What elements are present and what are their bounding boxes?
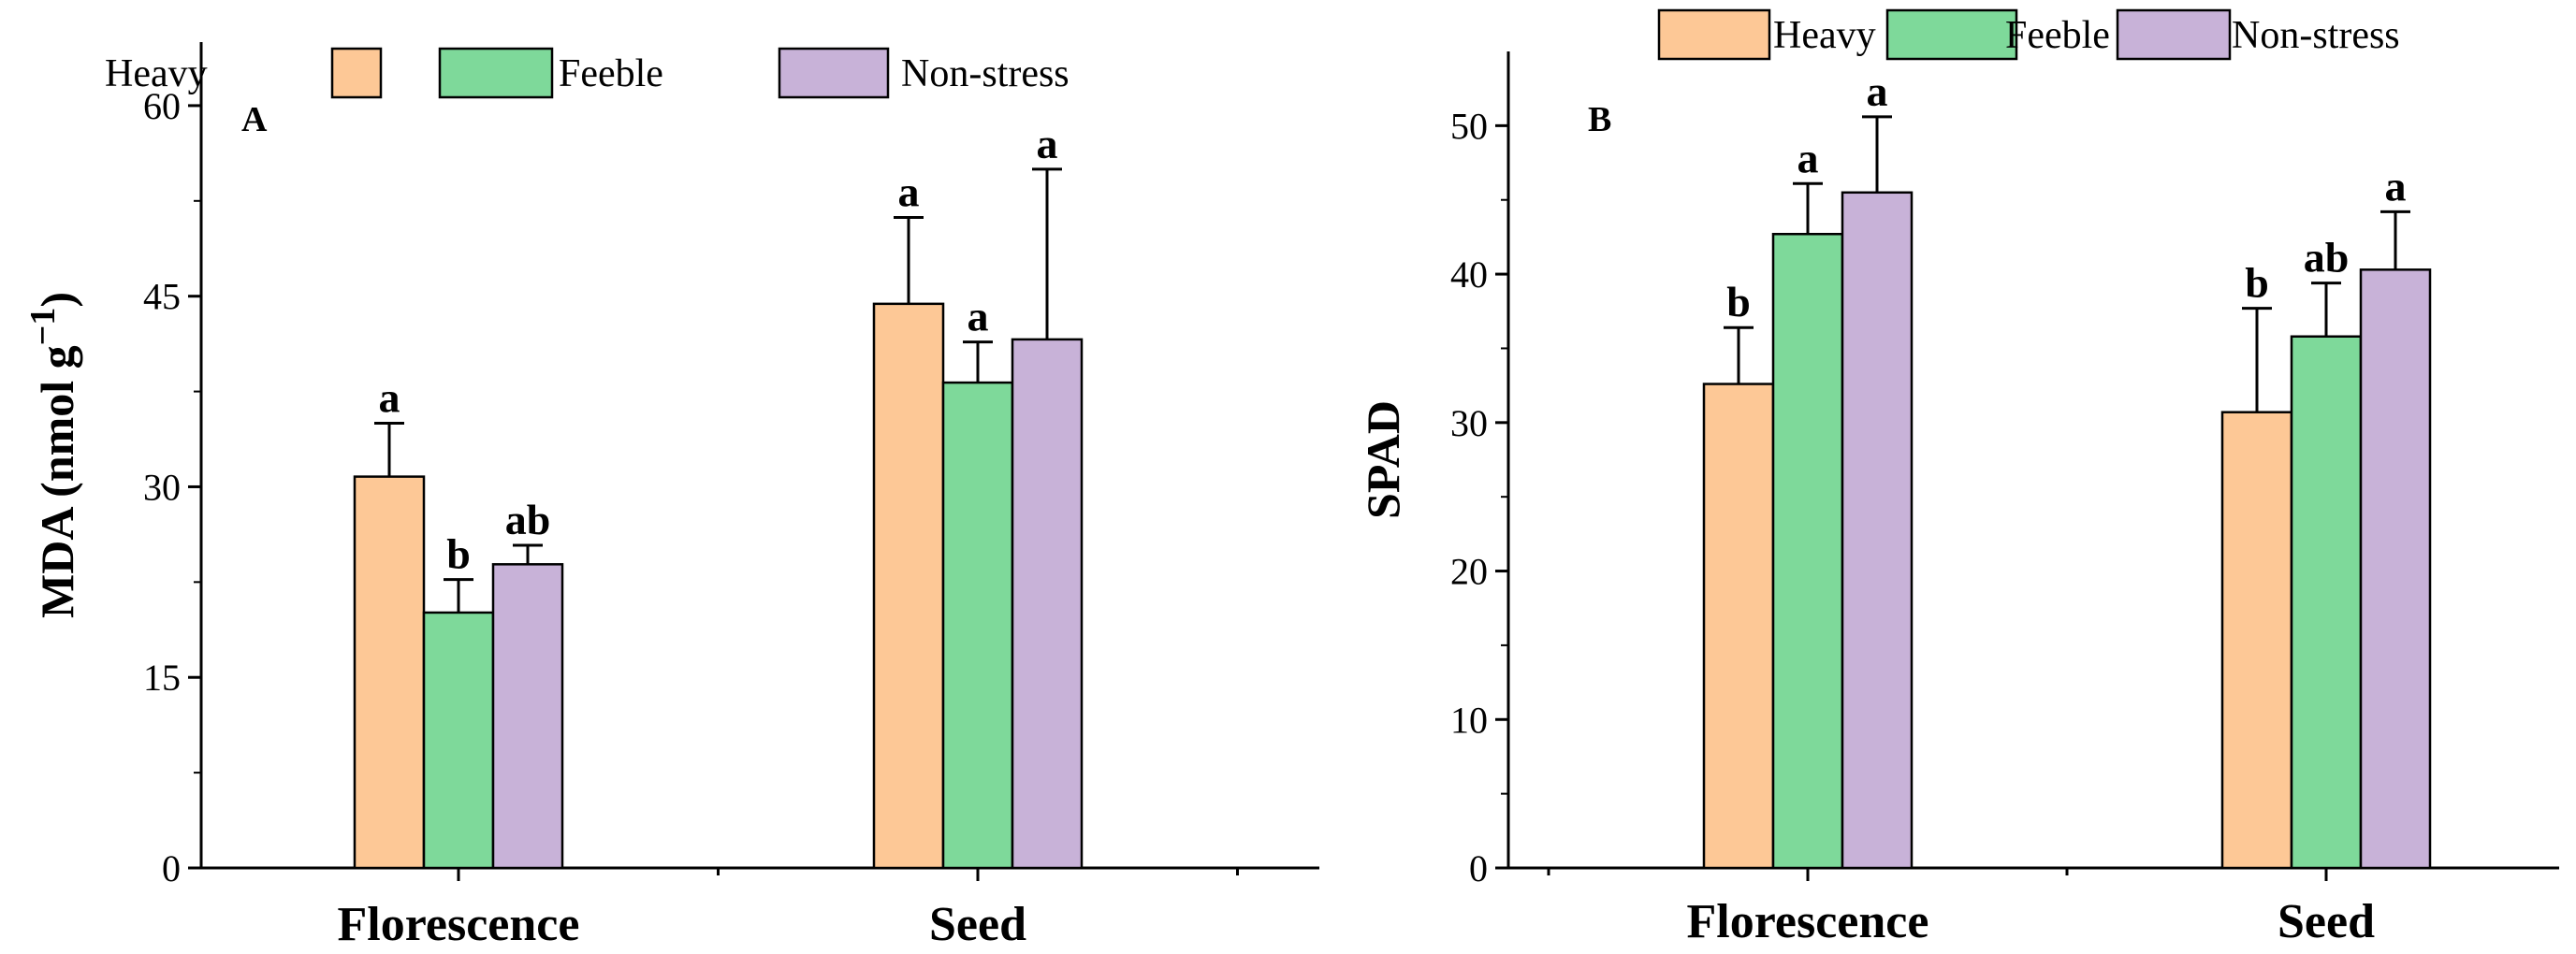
y-axis-title-close: )	[31, 292, 83, 308]
bar-heavy-seed	[872, 302, 945, 870]
y-tick-label: 20	[1450, 551, 1488, 593]
legend-label-non-stress: Non-stress	[2232, 14, 2400, 57]
legend-label-heavy: Heavy	[1773, 14, 1876, 57]
significance-letter: a	[898, 167, 920, 215]
bar-non-stress-florescence	[491, 563, 564, 870]
bar-feeble-seed	[2290, 335, 2363, 870]
chart-panel-a: A MDA (nmol g−1) Heavy Feeble Non-stress…	[23, 42, 1319, 951]
legend: Heavy Feeble Non-stress	[1657, 8, 2400, 61]
x-category-label-seed: Seed	[929, 898, 1026, 951]
bar-heavy-florescence	[353, 475, 426, 870]
significance-letter: ab	[505, 496, 551, 543]
y-axis-title: MDA (nmol g−1)	[23, 292, 83, 618]
legend-swatch-heavy	[330, 47, 383, 99]
legend-label-feeble: Feeble	[559, 52, 663, 95]
legend-label-non-stress: Non-stress	[901, 52, 1070, 95]
panel-label: A	[241, 100, 268, 139]
y-axis-title-main: MDA (nmol g	[31, 345, 83, 618]
y-axis-title-main: SPAD	[1357, 400, 1409, 519]
significance-letter: a	[1037, 120, 1058, 167]
legend-swatch-feeble	[438, 47, 554, 99]
legend-label-heavy: Heavy	[105, 52, 208, 95]
significance-letter: a	[968, 293, 989, 340]
y-tick-label: 0	[162, 847, 181, 889]
y-axis-title-superscript: −1	[23, 308, 63, 346]
bar-feeble-florescence	[1771, 232, 1844, 870]
legend-label-feeble: Feeble	[2005, 14, 2110, 57]
significance-letter: a	[1797, 134, 1819, 181]
significance-letter: b	[2245, 259, 2269, 307]
legend-swatch-heavy	[1657, 8, 1771, 61]
y-tick-label: 45	[143, 276, 181, 318]
y-tick-label: 15	[143, 657, 181, 699]
x-category-label-florescence: Florescence	[1687, 895, 1929, 948]
y-tick-label: 10	[1450, 699, 1488, 741]
bar-heavy-seed	[2220, 411, 2293, 870]
significance-letter: b	[446, 530, 471, 578]
y-tick-label: 30	[143, 466, 181, 508]
y-axis-title: SPAD	[1357, 400, 1409, 519]
legend-swatch-non-stress	[778, 47, 890, 99]
significance-letter: a	[1867, 67, 1888, 115]
y-tick-label: 40	[1450, 253, 1488, 296]
significance-letter: b	[1726, 278, 1751, 325]
significance-letter: a	[2385, 162, 2407, 210]
y-tick-label: 0	[1469, 847, 1488, 889]
y-tick-label: 50	[1450, 105, 1488, 147]
chart-panel-b: B SPAD Heavy Feeble Non-stress Florescen…	[1357, 8, 2559, 948]
legend-swatch-feeble	[1885, 8, 2018, 61]
significance-letter: ab	[2304, 234, 2350, 282]
y-tick-label: 30	[1450, 402, 1488, 444]
significance-letter: a	[379, 374, 400, 422]
panel-label: B	[1588, 100, 1611, 139]
x-category-label-seed: Seed	[2278, 895, 2375, 948]
bar-feeble-florescence	[422, 611, 495, 870]
x-category-label-florescence: Florescence	[338, 898, 580, 951]
legend-swatch-non-stress	[2116, 8, 2232, 61]
bar-non-stress-seed	[1011, 338, 1084, 870]
bar-non-stress-seed	[2359, 268, 2432, 870]
bar-heavy-florescence	[1702, 383, 1775, 870]
bar-non-stress-florescence	[1841, 191, 1914, 870]
bar-feeble-seed	[941, 381, 1014, 870]
legend: Heavy Feeble Non-stress	[105, 47, 1070, 99]
y-tick-label: 60	[143, 85, 181, 127]
